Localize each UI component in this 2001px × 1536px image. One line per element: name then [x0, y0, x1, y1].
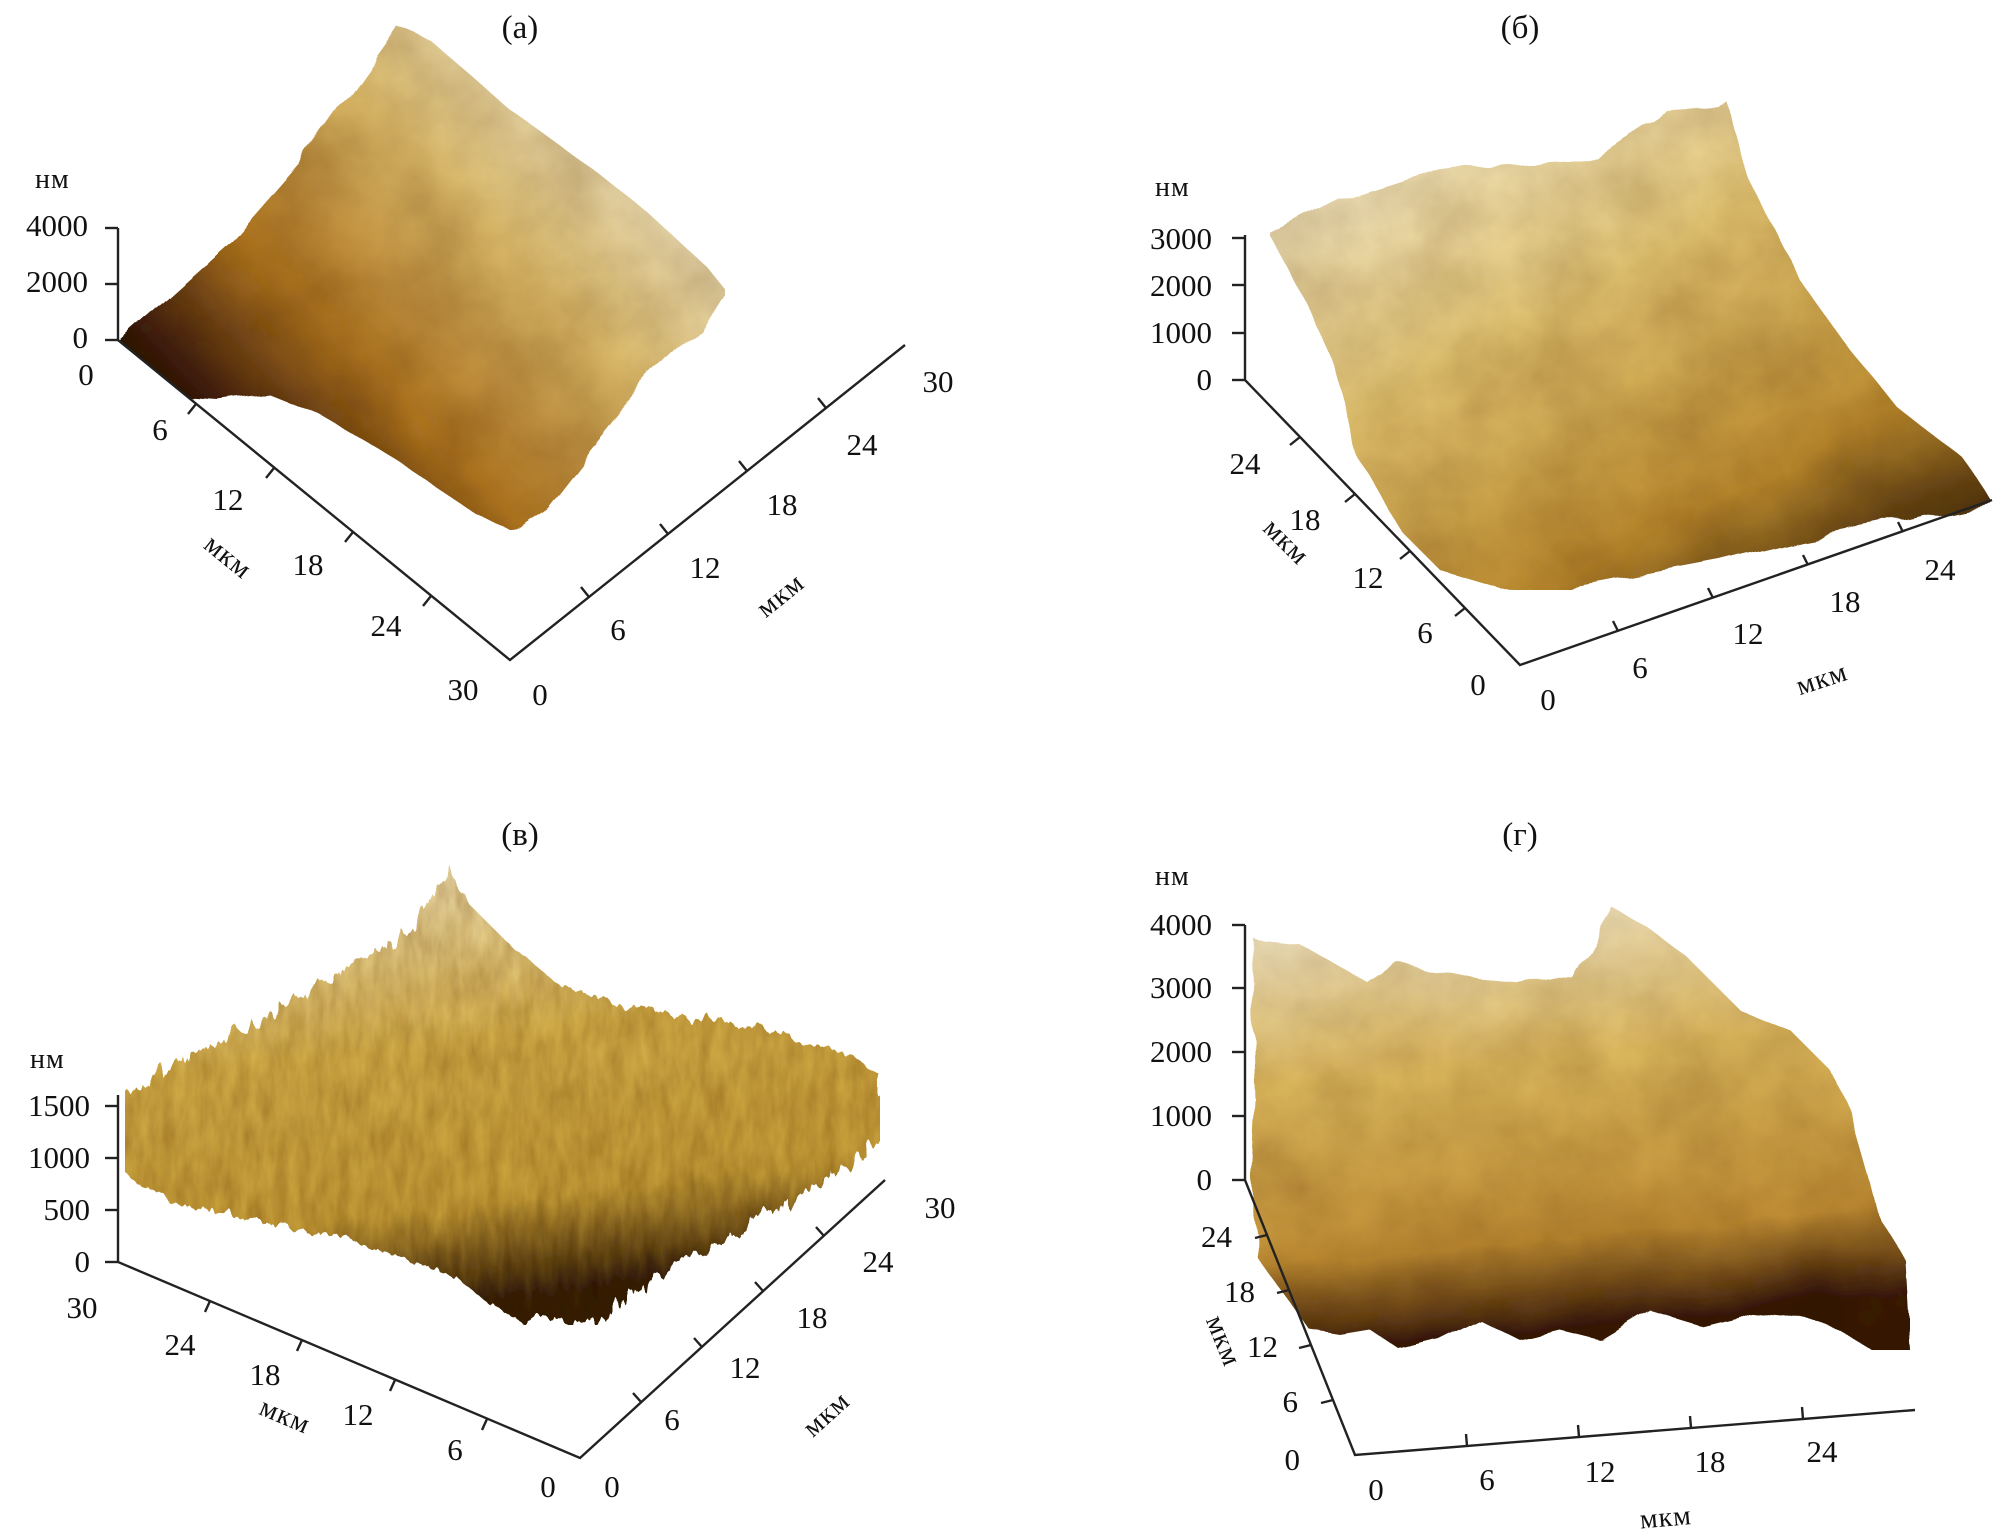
panel-d: (г) нм 0 1000 2000 3000 4000 0 6 12 18 2…: [1150, 817, 1916, 1535]
panel-d-z-unit: нм: [1155, 861, 1190, 892]
panel-a-right-tick-0: 0: [532, 677, 548, 712]
panel-b-right-tick-4: 24: [1925, 552, 1957, 587]
panel-d-left-tick-0: 0: [1285, 1442, 1301, 1477]
panel-c-z-tick-2: 1000: [28, 1140, 90, 1175]
panel-b-z-tick-1: 1000: [1150, 315, 1212, 350]
panel-b-right-unit: мкм: [1792, 656, 1851, 702]
panel-a-z-tick-0: 0: [73, 320, 89, 355]
panel-b-surface: [1270, 95, 1990, 590]
panel-d-right-tick-4: 24: [1807, 1434, 1839, 1469]
panel-c-right-unit: мкм: [797, 1385, 856, 1443]
panel-b-right-tick-3: 18: [1830, 584, 1861, 619]
panel-b-left-tick-4: 24: [1230, 446, 1262, 481]
panel-a-right-tick-1: 6: [610, 612, 626, 647]
panel-d-right-tick-2: 12: [1585, 1454, 1616, 1489]
panel-b-z-tick-3: 3000: [1150, 221, 1212, 256]
panel-b-label: (б): [1501, 10, 1540, 46]
panel-d-right-tick-3: 18: [1695, 1444, 1726, 1479]
panel-d-left-tick-2: 12: [1247, 1329, 1278, 1364]
panel-a-left-tick-3: 18: [293, 547, 324, 582]
panel-c-right-tick-5: 30: [925, 1190, 956, 1225]
panel-b-z-tick-2: 2000: [1150, 268, 1212, 303]
panel-d-label: (г): [1502, 817, 1538, 853]
panel-c-left-tick-4: 6: [447, 1432, 463, 1467]
panel-d-z-tick-2: 2000: [1150, 1034, 1212, 1069]
panel-b-right-tick-1: 6: [1632, 650, 1648, 685]
panel-c-left-tick-0: 30: [67, 1290, 98, 1325]
panel-b-z-tick-0: 0: [1197, 362, 1213, 397]
panel-d-z-tick-1: 1000: [1150, 1098, 1212, 1133]
panel-a-right-unit: мкм: [751, 567, 811, 624]
panel-c-right-tick-1: 6: [664, 1402, 680, 1437]
panel-c-left-unit: мкм: [255, 1392, 315, 1441]
panel-b: (б) нм 0 1000 2000 3000 0 6 12 18 24 мкм…: [1150, 10, 1993, 717]
panel-c-left-tick-2: 18: [250, 1357, 281, 1392]
panel-a-surface: [118, 25, 725, 530]
panel-a-z-tick-1: 2000: [26, 264, 88, 299]
panel-c-right-tick-2: 12: [730, 1350, 761, 1385]
panel-d-z-tick-0: 0: [1197, 1162, 1213, 1197]
panel-d-right-tick-1: 6: [1479, 1462, 1495, 1497]
panel-a-left-tick-1: 6: [152, 412, 168, 447]
panel-c-z-tick-1: 500: [44, 1192, 91, 1227]
panel-d-left-unit: мкм: [1199, 1311, 1247, 1371]
panel-d-right-tick-0: 0: [1368, 1472, 1384, 1507]
panel-b-z-unit: нм: [1155, 172, 1190, 203]
panel-a-z-tick-2: 4000: [26, 208, 88, 243]
panel-a: (а) нм 0 2000 4000 0 6 12 18 24 30 мкм 0…: [26, 10, 954, 712]
panel-c-right-tick-3: 18: [797, 1300, 828, 1335]
panel-d-left-tick-3: 18: [1224, 1274, 1255, 1309]
panel-d-right-unit: мкм: [1638, 1500, 1693, 1535]
panel-a-left-tick-5: 30: [448, 672, 479, 707]
panel-b-left-tick-0: 0: [1470, 667, 1486, 702]
panel-a-right-tick-3: 18: [767, 487, 798, 522]
panel-c-left-tick-5: 0: [540, 1469, 556, 1504]
panel-c: (в) нм 0 500 1000 1500 30 24 18 12 6 0 м…: [28, 817, 956, 1504]
panel-a-left-tick-4: 24: [371, 608, 403, 643]
panel-a-left-tick-2: 12: [213, 482, 244, 517]
panel-b-left-tick-2: 12: [1353, 560, 1384, 595]
panel-c-right-tick-4: 24: [863, 1244, 895, 1279]
panel-a-z-unit: нм: [35, 164, 70, 195]
panel-d-surface: [1250, 905, 1910, 1350]
panel-a-left-unit: мкм: [198, 529, 258, 586]
panel-a-right-tick-4: 24: [847, 427, 879, 462]
panel-c-left-tick-3: 12: [343, 1397, 374, 1432]
panel-a-label: (а): [502, 10, 539, 46]
panel-a-right-tick-5: 30: [923, 364, 954, 399]
panel-b-left-tick-1: 6: [1417, 615, 1433, 650]
panel-c-z-tick-3: 1500: [28, 1088, 90, 1123]
panel-d-left-tick-1: 6: [1283, 1384, 1299, 1419]
panel-c-label: (в): [501, 817, 539, 853]
panel-c-z-tick-0: 0: [75, 1244, 91, 1279]
panel-c-surface: [125, 865, 880, 1325]
panel-b-right-tick-2: 12: [1733, 616, 1764, 651]
panel-c-z-unit: нм: [30, 1044, 65, 1075]
panel-c-right-tick-0: 0: [604, 1469, 620, 1504]
panel-a-right-tick-2: 12: [690, 550, 721, 585]
panel-d-z-tick-3: 3000: [1150, 970, 1212, 1005]
panel-a-left-tick-0: 0: [78, 357, 94, 392]
panel-d-z-tick-4: 4000: [1150, 907, 1212, 942]
panel-b-left-tick-3: 18: [1290, 502, 1321, 537]
panel-d-left-tick-4: 24: [1201, 1219, 1233, 1254]
panel-c-left-tick-1: 24: [165, 1327, 197, 1362]
panel-b-right-tick-0: 0: [1540, 682, 1556, 717]
